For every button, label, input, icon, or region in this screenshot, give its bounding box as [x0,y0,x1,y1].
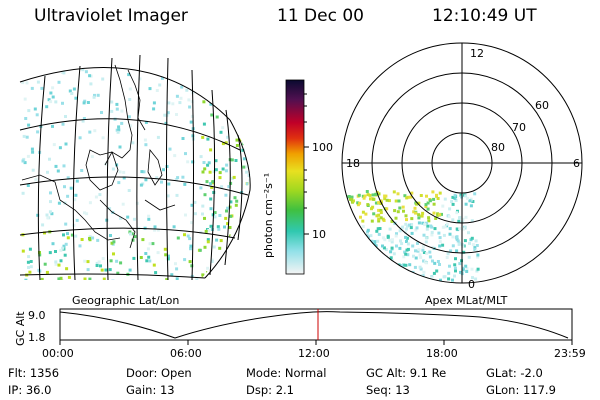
info-door: Door: Open [126,366,192,380]
mlt-label-0: 0 [468,278,475,291]
info-gain: Gain: 13 [126,383,175,397]
lat-label-60: 60 [535,99,549,112]
orbit-xtick-0: 00:00 [42,347,74,360]
altitude-curve [59,311,569,339]
colorbar-tick-10: 10 [312,228,326,241]
instrument-title: Ultraviolet Imager [34,6,188,26]
info-seq: Seq: 13 [366,383,410,397]
date-label: 11 Dec 00 [277,6,364,26]
orbit-ytick-min: 1.8 [28,331,46,344]
orbit-ylabel: GC Alt [14,311,27,346]
lat-lon-grid [19,54,251,281]
orbit-xtick-2: 12:00 [298,347,330,360]
info-glat: GLat: -2.0 [486,366,543,380]
time-label: 12:10:49 UT [432,6,537,26]
right-panel-label: Apex MLat/MLT [425,294,508,307]
lat-label-80: 80 [491,141,505,154]
info-ip: IP: 36.0 [8,383,52,397]
orbit-ytick-max: 9.0 [28,309,46,322]
color-bar [285,79,309,275]
colorbar-tick-100: 100 [312,141,333,154]
mlt-label-12: 12 [470,47,484,60]
info-dsp: Dsp: 2.1 [246,383,294,397]
left-panel-label: Geographic Lat/Lon [72,294,180,307]
polar-grid [341,42,583,284]
orbit-xtick-4: 23:59 [554,347,586,360]
info-mode: Mode: Normal [246,366,327,380]
info-gc-alt: GC Alt: 9.1 Re [366,366,447,380]
mlt-label-6: 6 [573,157,580,170]
info-flt: Flt: 1356 [8,366,60,380]
lat-label-70: 70 [512,121,526,134]
mlt-label-18: 18 [346,157,360,170]
coastlines [21,64,176,249]
orbit-xtick-3: 18:00 [426,347,458,360]
info-glon: GLon: 117.9 [486,383,556,397]
orbit-xtick-1: 06:00 [170,347,202,360]
